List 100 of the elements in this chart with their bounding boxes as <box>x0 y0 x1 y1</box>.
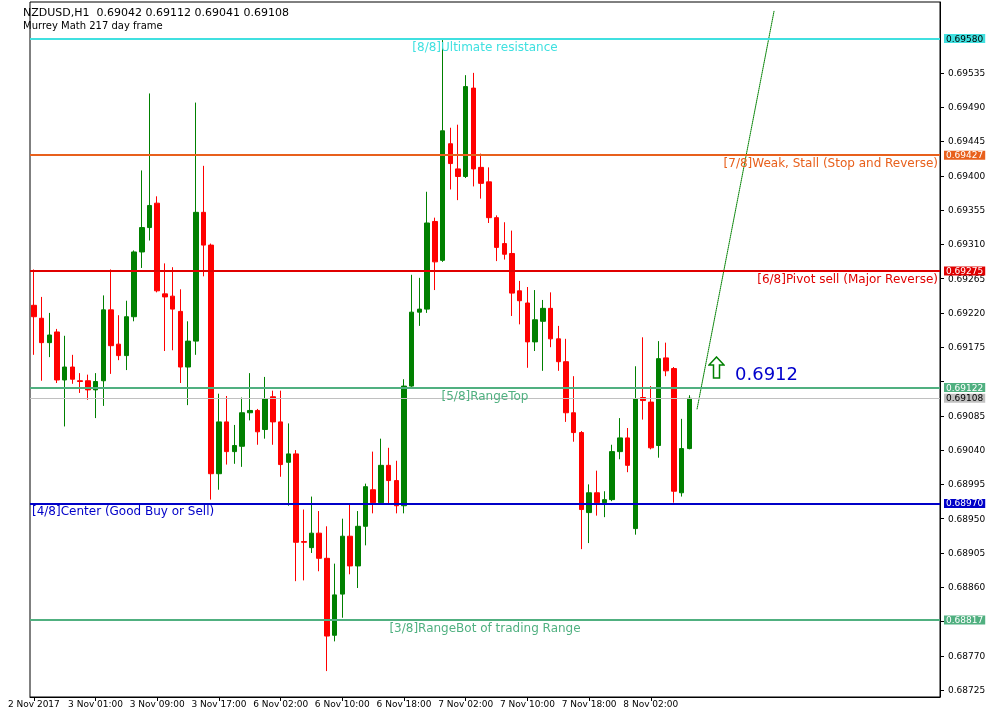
x-tick-label: 7 Nov 02:00 <box>438 698 494 708</box>
candlestick <box>409 274 414 388</box>
candlestick <box>355 510 361 589</box>
candlestick <box>478 153 484 200</box>
y-tick-label: 0.69490 <box>948 102 986 113</box>
candlestick <box>224 395 229 466</box>
candlestick <box>301 509 307 581</box>
candlestick <box>656 340 661 459</box>
candlestick <box>278 390 283 478</box>
x-tick-label: 6 Nov 02:00 <box>253 698 309 708</box>
candlestick <box>332 563 337 642</box>
annotation: 0.6912 <box>735 362 798 384</box>
candlestick <box>309 496 314 554</box>
candlestick <box>563 338 569 423</box>
candlestick <box>640 336 646 421</box>
x-tick-label: 3 Nov 09:00 <box>129 698 185 708</box>
candlestick <box>347 502 353 575</box>
candlestick <box>340 518 345 619</box>
candlestick <box>255 408 260 446</box>
candlestick <box>617 417 623 460</box>
candlestick <box>401 378 407 514</box>
ref-line-label: [4/8]Center (Good Buy or Sell) <box>32 504 215 519</box>
candlestick <box>147 92 152 242</box>
y2-tick-label: 0.68817 <box>946 615 984 626</box>
candlestick <box>316 510 322 572</box>
x-tick-label: 3 Nov 17:00 <box>191 698 247 708</box>
y2-tick-label: 0.69275 <box>946 266 984 277</box>
candlestick <box>432 217 438 291</box>
candlestick <box>486 166 492 224</box>
x-tick-label: 2 Nov 2017 <box>7 698 60 708</box>
x-tick-label: 6 Nov 10:00 <box>314 698 371 708</box>
candlestick <box>31 268 37 356</box>
ref-line-label: [6/8]Pivot sell (Major Reverse) <box>757 272 938 287</box>
candlestick <box>131 249 137 322</box>
candlestick <box>239 397 245 468</box>
y-tick-label: 0.68860 <box>948 582 986 593</box>
candlestick <box>70 354 75 385</box>
candlestick <box>448 127 453 190</box>
candlestick <box>417 277 422 327</box>
candlestick <box>185 320 191 406</box>
candlestick <box>370 451 376 514</box>
candlestick <box>286 422 291 507</box>
candlestick <box>633 365 638 536</box>
y-tick-label: 0.69535 <box>948 67 986 78</box>
text: Murrey Math 217 day frame <box>23 19 163 31</box>
y-tick-label: 0.69040 <box>948 445 986 456</box>
candlestick <box>47 312 52 358</box>
candlestick <box>386 447 391 505</box>
candlestick <box>363 483 368 546</box>
y-tick-label: 0.68905 <box>948 547 986 558</box>
candlestick <box>124 300 129 371</box>
y-tick-label: 0.69445 <box>948 136 986 147</box>
candlestick <box>571 375 576 443</box>
candlestick <box>663 342 669 377</box>
candlestick <box>471 72 476 187</box>
candlestick <box>509 230 515 317</box>
candlestick <box>162 262 168 352</box>
candlestick <box>208 243 214 501</box>
candlestick <box>548 291 553 348</box>
candlestick <box>324 525 330 672</box>
candlestick <box>54 328 60 384</box>
candlestick <box>116 314 121 361</box>
candlestick <box>540 299 546 372</box>
candlestick <box>293 449 299 582</box>
ref-line-label: [5/8]RangeTop <box>441 388 529 403</box>
chart-title: NZDUSD,H1 0.69042 0.69112 0.69041 0.69108 <box>23 6 289 19</box>
candlestick <box>517 280 522 325</box>
candlestick <box>525 286 530 369</box>
candlestick <box>532 289 538 352</box>
candlestick <box>154 195 160 293</box>
candlestick <box>679 418 684 498</box>
candlestick <box>216 393 222 491</box>
candlestick <box>556 325 561 372</box>
candlestick <box>502 221 507 261</box>
candlestick <box>247 372 253 421</box>
candlestick <box>201 165 206 277</box>
candlestick <box>586 483 592 544</box>
x-tick-label: 7 Nov 18:00 <box>561 698 617 708</box>
y-tick-label: 0.68770 <box>948 650 986 661</box>
candlestick <box>494 214 499 262</box>
y-tick-label: 0.68950 <box>948 513 986 524</box>
y2-tick-label: 0.69580 <box>946 33 984 44</box>
candlestick <box>108 268 114 375</box>
candlestick <box>594 470 600 517</box>
candlestick <box>262 376 268 440</box>
candlestick <box>394 460 399 514</box>
candlestick <box>671 366 677 504</box>
y-tick-label: 0.68725 <box>948 685 986 696</box>
candlestick <box>424 191 430 314</box>
y-tick-label: 0.68995 <box>948 479 986 490</box>
y-tick-label: 0.69175 <box>948 342 986 353</box>
candlestick <box>139 169 145 269</box>
candlestick <box>609 444 615 502</box>
candlestick <box>625 427 630 473</box>
candlestick <box>270 390 276 446</box>
candlestick <box>579 430 584 550</box>
y-tick-label: 0.69220 <box>948 307 986 318</box>
y-tick-label: 0.69355 <box>948 205 986 216</box>
y-tick-label: 0.69085 <box>948 410 986 421</box>
candlestick <box>463 74 468 179</box>
